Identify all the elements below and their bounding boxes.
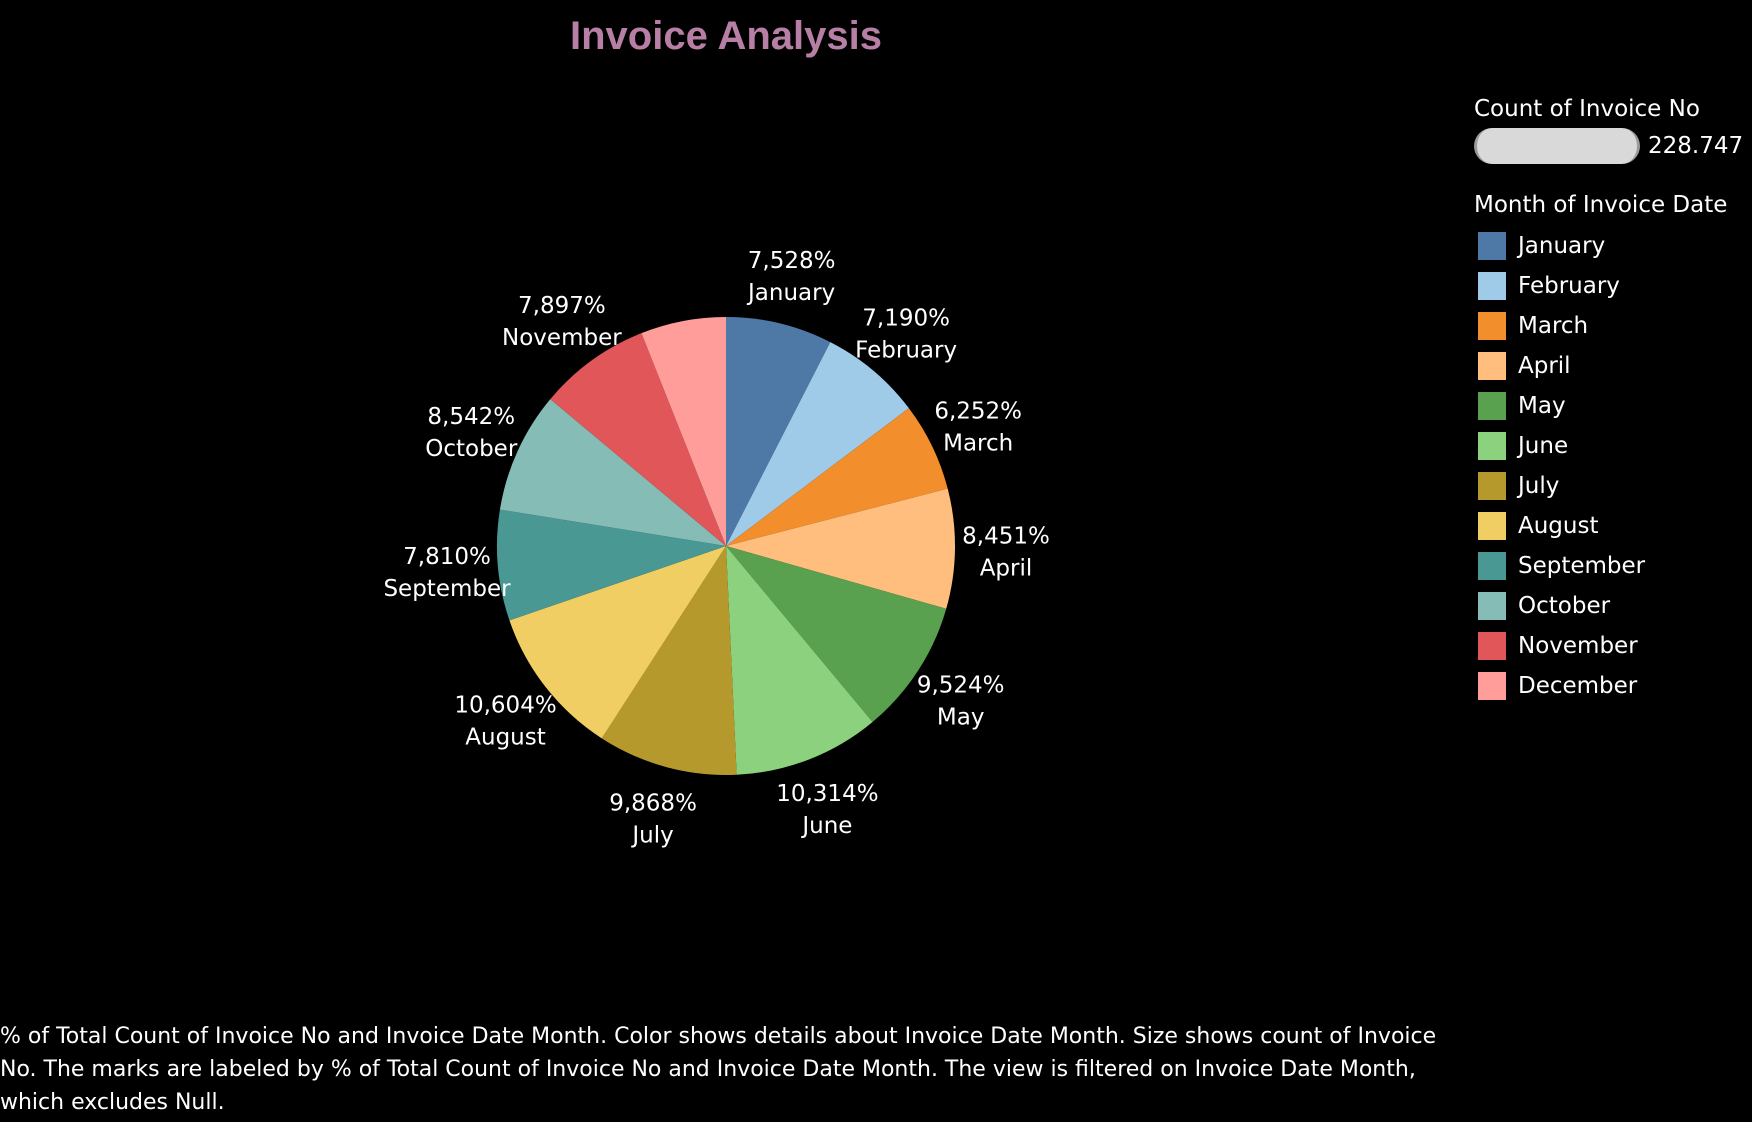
pie-slice-october[interactable] [499, 399, 726, 546]
chart-title: Invoice Analysis [570, 14, 882, 58]
legend-item-november[interactable]: November [1474, 626, 1752, 666]
legend-label-january: January [1518, 233, 1606, 259]
legend-swatch-june [1478, 432, 1506, 460]
legend-swatch-november [1478, 632, 1506, 660]
pie-label-february: 7,190% February [855, 306, 957, 364]
pie-slice-september[interactable] [497, 509, 726, 621]
legend-swatch-january [1478, 232, 1506, 260]
pie-slice-january[interactable] [726, 317, 831, 546]
size-legend-title: Count of Invoice No [1474, 96, 1700, 122]
legend-item-february[interactable]: February [1474, 266, 1752, 306]
legend-label-september: September [1518, 553, 1646, 579]
pie-label-june: 10,314% June [776, 781, 878, 839]
size-legend-swatch [1474, 128, 1640, 164]
pie-label-march: 6,252% March [934, 398, 1022, 456]
pie-label-april: 8,451% April [962, 523, 1050, 581]
pie-slice-april[interactable] [726, 488, 956, 609]
legend-label-november: November [1518, 633, 1638, 659]
pie-slice-may[interactable] [726, 546, 947, 722]
pie-slices [497, 317, 956, 775]
pie-label-may: 9,524% May [917, 673, 1005, 731]
pie-label-july: 9,868% July [609, 790, 697, 848]
legend-swatch-october [1478, 592, 1506, 620]
pie-slice-july[interactable] [601, 546, 737, 775]
pie-slice-december[interactable] [641, 317, 726, 546]
pie-label-august: 10,604% August [454, 693, 556, 751]
pie-slice-november[interactable] [550, 333, 726, 546]
pie-slice-june[interactable] [726, 546, 873, 775]
pie-chart: 7,528% January 7,190% February 6,252% March 8,… [383, 248, 1049, 849]
legend-label-august: August [1518, 513, 1599, 539]
pie-label-november: 7,897% November [502, 293, 622, 351]
legend-label-february: February [1518, 273, 1620, 299]
color-legend-title: Month of Invoice Date [1474, 192, 1728, 218]
color-legend: January February March April May June July Augu… [1474, 226, 1752, 706]
legend-item-december[interactable]: December [1474, 666, 1752, 706]
legend-label-december: December [1518, 673, 1638, 699]
size-legend: 228.747 [1474, 128, 1752, 164]
pie-labels: 7,528% January 7,190% February 6,252% March 8,… [383, 248, 1049, 849]
legend-item-october[interactable]: October [1474, 586, 1752, 626]
legend-panel: Count of Invoice No 228.747 Month of Inv… [1474, 96, 1752, 706]
legend-swatch-september [1478, 552, 1506, 580]
legend-swatch-december [1478, 672, 1506, 700]
pie-slice-august[interactable] [509, 546, 726, 739]
legend-label-july: July [1518, 473, 1560, 499]
legend-item-july[interactable]: July [1474, 466, 1752, 506]
legend-swatch-may [1478, 392, 1506, 420]
legend-swatch-february [1478, 272, 1506, 300]
legend-item-march[interactable]: March [1474, 306, 1752, 346]
pie-slice-march[interactable] [726, 408, 948, 546]
legend-item-january[interactable]: January [1474, 226, 1752, 266]
pie-label-january: 7,528% January [746, 248, 835, 306]
pie-label-september: 7,810% September [383, 544, 511, 602]
pie-label-october: 8,542% October [425, 404, 518, 462]
legend-swatch-march [1478, 312, 1506, 340]
legend-label-may: May [1518, 393, 1566, 419]
chart-caption: % of Total Count of Invoice No and Invoi… [0, 1024, 1437, 1115]
legend-swatch-august [1478, 512, 1506, 540]
legend-label-april: April [1518, 353, 1571, 379]
size-legend-value: 228.747 [1648, 133, 1744, 159]
legend-item-august[interactable]: August [1474, 506, 1752, 546]
legend-item-june[interactable]: June [1474, 426, 1752, 466]
legend-item-may[interactable]: May [1474, 386, 1752, 426]
legend-item-september[interactable]: September [1474, 546, 1752, 586]
legend-label-june: June [1518, 433, 1569, 459]
pie-slice-february[interactable] [726, 342, 909, 546]
legend-label-march: March [1518, 313, 1589, 339]
legend-item-april[interactable]: April [1474, 346, 1752, 386]
legend-swatch-april [1478, 352, 1506, 380]
legend-swatch-july [1478, 472, 1506, 500]
legend-label-october: October [1518, 593, 1611, 619]
